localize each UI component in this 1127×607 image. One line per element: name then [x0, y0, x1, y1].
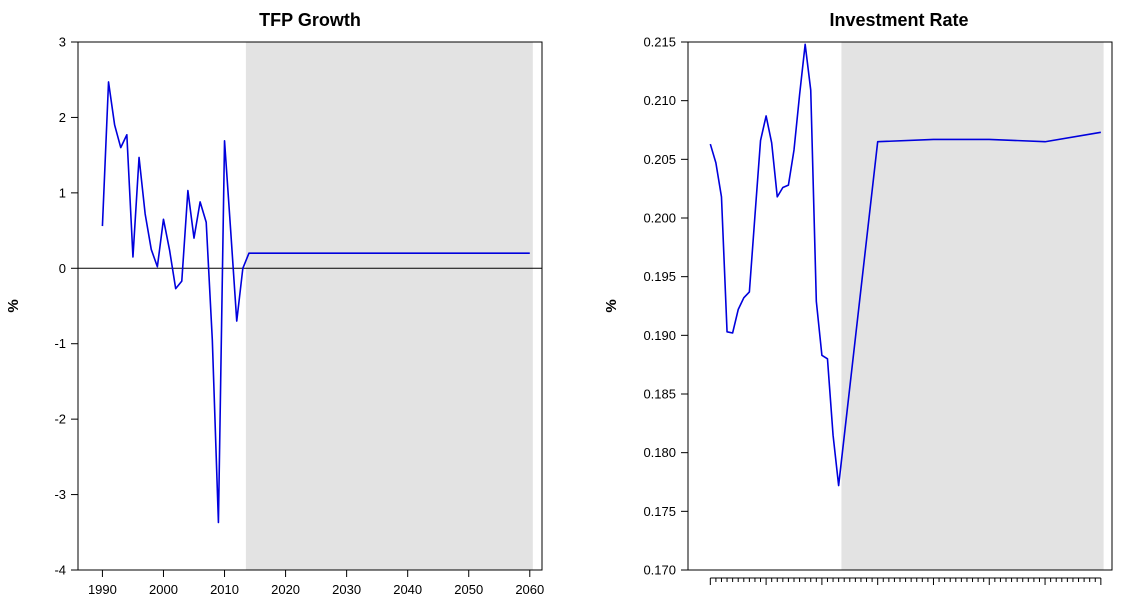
y-tick-label: -2: [54, 412, 66, 427]
y-tick-label: 0.200: [643, 211, 676, 226]
y-tick-label: 0.180: [643, 445, 676, 460]
tfp-growth-chart: 3 2 1 0 -1 -2 -3 -4 1990 2000 2010 2020 2030 2040 2050…: [5, 10, 544, 597]
x-tick-label: 2040: [393, 582, 422, 597]
y-tick-label: 1: [59, 185, 66, 200]
x-tick-label: 2030: [332, 582, 361, 597]
x-tick-label: 1990: [88, 582, 117, 597]
chart-title: TFP Growth: [259, 10, 361, 30]
series-line: [709, 43, 1101, 487]
projection-shading: [841, 42, 1104, 570]
y-tick-label: 2: [59, 110, 66, 125]
plot-frame: [687, 41, 1113, 571]
series-line: [101, 81, 530, 524]
investment-rate-chart: 0.215 0.210 0.205 0.200 0.195 0.190 0.185 0.180…: [603, 10, 1113, 585]
y-tick-label: 0.170: [643, 563, 676, 578]
y-axis-label: %: [603, 299, 620, 312]
y-tick-label: -4: [54, 563, 66, 578]
y-tick-label: 0.205: [643, 152, 676, 167]
x-tick-label: 2010: [210, 582, 239, 597]
y-axis-label: %: [5, 299, 22, 312]
x-tick-label: 2000: [149, 582, 178, 597]
y-tick-label: -1: [54, 336, 66, 351]
plot-frame: [77, 41, 543, 571]
y-tick-label: 0.185: [643, 387, 676, 402]
projection-shading: [245, 42, 533, 570]
y-tick-label: 0.195: [643, 269, 676, 284]
y-tick-label: 0.210: [643, 93, 676, 108]
y-tick-label: 0.190: [643, 328, 676, 343]
y-tick-label: 0.215: [643, 35, 676, 50]
y-tick-label: 3: [59, 35, 66, 50]
chart-title: Investment Rate: [829, 10, 968, 30]
y-tick-label: 0.175: [643, 504, 676, 519]
y-tick-label: 0: [59, 261, 66, 276]
x-tick-label: 2050: [454, 582, 483, 597]
x-tick-label: 2060: [515, 582, 544, 597]
y-tick-label: -3: [54, 487, 66, 502]
x-tick-label: 2020: [271, 582, 300, 597]
